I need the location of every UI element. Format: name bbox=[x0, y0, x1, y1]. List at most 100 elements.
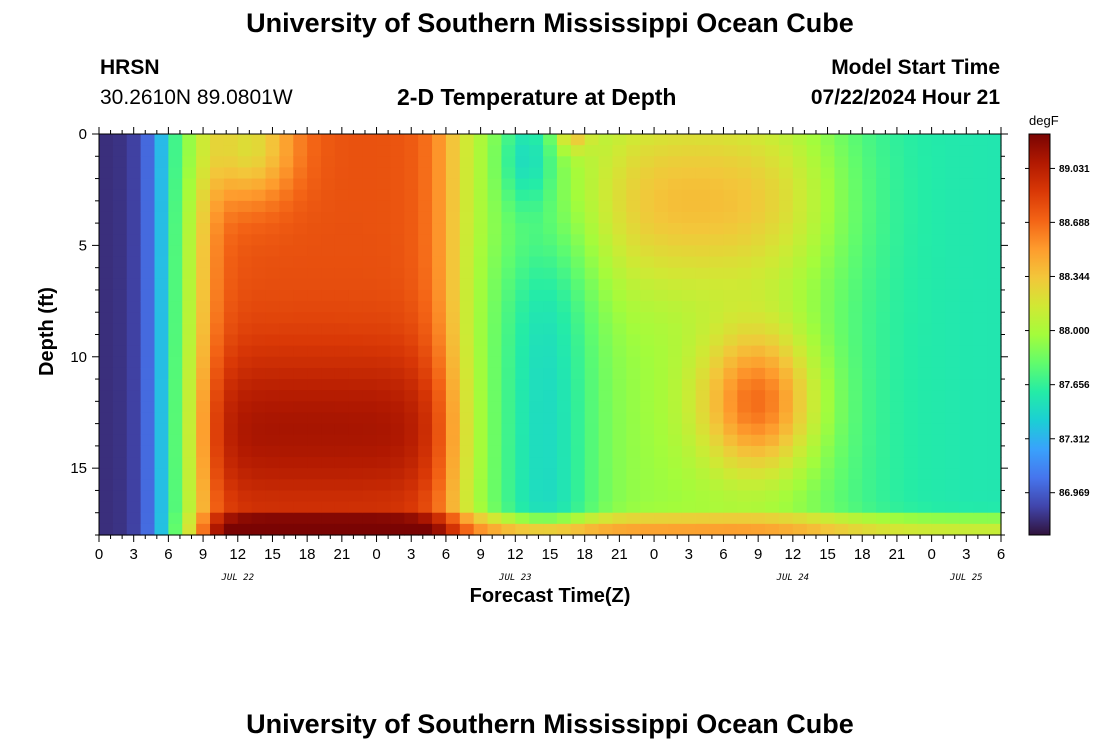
heatmap-cell bbox=[154, 234, 169, 246]
heatmap-cell bbox=[182, 412, 197, 425]
heatmap-cell bbox=[418, 267, 433, 280]
heatmap-cell bbox=[820, 468, 836, 480]
heatmap-cell bbox=[376, 256, 392, 269]
heatmap-cell bbox=[432, 211, 447, 224]
heatmap-cell bbox=[695, 312, 711, 324]
heatmap-cell bbox=[501, 134, 516, 146]
heatmap-cell bbox=[959, 367, 974, 380]
heatmap-cell bbox=[778, 512, 794, 525]
heatmap-cell bbox=[792, 211, 808, 224]
heatmap-cell bbox=[265, 390, 280, 402]
heatmap-cell bbox=[348, 156, 364, 169]
heatmap-cell bbox=[626, 367, 641, 380]
heatmap-cell bbox=[265, 434, 280, 447]
heatmap-cell bbox=[917, 334, 933, 347]
heatmap-cell bbox=[862, 367, 877, 380]
heatmap-cell bbox=[889, 356, 905, 369]
heatmap-cell bbox=[640, 301, 655, 313]
heatmap-cell bbox=[945, 178, 960, 191]
heatmap-cell bbox=[723, 490, 738, 503]
heatmap-cell bbox=[293, 412, 308, 425]
colorbar-label: 86.969 bbox=[1059, 488, 1090, 499]
heatmap-cell bbox=[404, 234, 419, 246]
heatmap-cell bbox=[848, 223, 863, 235]
heatmap-cell bbox=[556, 468, 572, 480]
heatmap-cell bbox=[529, 379, 544, 391]
heatmap-cell bbox=[987, 356, 1002, 369]
heatmap-cell bbox=[806, 334, 822, 347]
heatmap-cell bbox=[695, 423, 711, 436]
heatmap-cell bbox=[362, 223, 378, 235]
heatmap-cell bbox=[515, 379, 530, 391]
heatmap-cell bbox=[584, 189, 600, 202]
heatmap-cell bbox=[543, 367, 558, 380]
heatmap-cell bbox=[196, 189, 211, 202]
heatmap-cell bbox=[876, 301, 891, 313]
heatmap-cell bbox=[834, 401, 849, 414]
heatmap-cell bbox=[834, 356, 849, 369]
heatmap-cell bbox=[667, 468, 683, 480]
heatmap-cell bbox=[848, 423, 863, 436]
heatmap-cell bbox=[307, 134, 322, 146]
heatmap-cell bbox=[765, 256, 780, 269]
heatmap-cell bbox=[765, 223, 780, 235]
heatmap-cell bbox=[945, 490, 960, 503]
heatmap-cell bbox=[182, 367, 197, 380]
heatmap-cell bbox=[695, 445, 711, 458]
heatmap-cell bbox=[889, 457, 905, 469]
heatmap-cell bbox=[834, 512, 849, 525]
heatmap-cell bbox=[709, 512, 725, 525]
heatmap-cell bbox=[917, 200, 933, 213]
heatmap-cell bbox=[321, 156, 336, 169]
colorbar-unit: degF bbox=[1029, 113, 1059, 128]
heatmap-cell bbox=[903, 334, 919, 347]
heatmap-cell bbox=[321, 457, 336, 469]
heatmap-cell bbox=[487, 345, 503, 358]
heatmap-cell bbox=[626, 200, 641, 213]
heatmap-cell bbox=[251, 490, 267, 503]
heatmap-cell bbox=[681, 379, 697, 391]
heatmap-cell bbox=[654, 245, 669, 258]
heatmap-cell bbox=[459, 345, 475, 358]
heatmap-cell bbox=[654, 434, 669, 447]
heatmap-cell bbox=[293, 145, 308, 157]
heatmap-cell bbox=[362, 512, 378, 525]
heatmap-cell bbox=[265, 134, 280, 146]
heatmap-cell bbox=[640, 479, 655, 492]
heatmap-cell bbox=[917, 134, 933, 146]
x-tick-label: 0 bbox=[372, 546, 380, 563]
heatmap-cell bbox=[459, 490, 475, 503]
heatmap-cell bbox=[473, 167, 489, 180]
heatmap-cell bbox=[987, 334, 1002, 347]
heatmap-cell bbox=[695, 211, 711, 224]
heatmap-cell bbox=[112, 278, 128, 291]
x-tick-label: 3 bbox=[407, 546, 415, 563]
heatmap-cell bbox=[556, 490, 572, 503]
heatmap-cell bbox=[959, 345, 974, 358]
heatmap-cell bbox=[792, 178, 808, 191]
heatmap-cell bbox=[848, 211, 863, 224]
heatmap-cell bbox=[390, 367, 405, 380]
heatmap-cell bbox=[695, 301, 711, 313]
heatmap-cell bbox=[265, 267, 280, 280]
heatmap-cell bbox=[820, 278, 836, 291]
heatmap-cell bbox=[931, 523, 947, 536]
heatmap-cell bbox=[834, 189, 849, 202]
heatmap-cell bbox=[112, 167, 128, 180]
heatmap-cell bbox=[251, 134, 267, 146]
heatmap-cell bbox=[834, 134, 849, 146]
heatmap-cell bbox=[778, 345, 794, 358]
heatmap-cell bbox=[959, 356, 974, 369]
heatmap-cell bbox=[154, 312, 169, 324]
heatmap-cell bbox=[112, 156, 128, 169]
heatmap-cell bbox=[570, 267, 586, 280]
heatmap-cell bbox=[126, 200, 142, 213]
heatmap-cell bbox=[487, 490, 503, 503]
heatmap-cell bbox=[820, 167, 836, 180]
heatmap-cell bbox=[889, 512, 905, 525]
heatmap-cell bbox=[126, 245, 142, 258]
heatmap-cell bbox=[695, 379, 711, 391]
heatmap-cell bbox=[917, 312, 933, 324]
heatmap-cell bbox=[945, 345, 960, 358]
heatmap-cell bbox=[362, 289, 378, 302]
